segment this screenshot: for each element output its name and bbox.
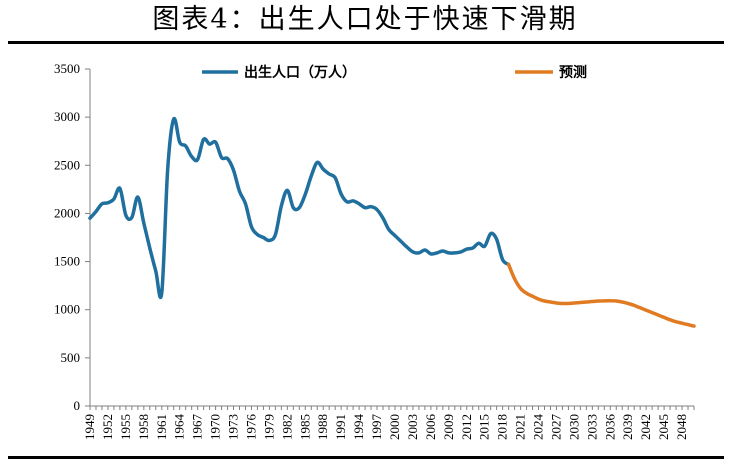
x-tick-label: 2039 xyxy=(620,414,635,440)
bottom-rule xyxy=(8,456,724,459)
series-line-forecast xyxy=(506,262,696,328)
y-tick-label: 1500 xyxy=(54,254,80,269)
x-tick-label: 1964 xyxy=(172,414,187,441)
legend: 出生人口（万人） 预测 xyxy=(202,64,587,81)
y-axis-ticks: 0 500 1000 1500 2000 2500 3000 3500 xyxy=(54,61,90,413)
x-tick-label: 2024 xyxy=(531,414,546,441)
legend-label: 预测 xyxy=(559,64,587,81)
x-tick-label: 1985 xyxy=(297,414,312,440)
y-tick-label: 500 xyxy=(61,350,81,365)
x-tick-label: 1973 xyxy=(226,414,241,440)
x-tick-label: 2030 xyxy=(566,414,581,440)
x-tick-label: 1976 xyxy=(243,414,258,441)
x-tick-label: 1994 xyxy=(351,414,366,441)
x-tick-label: 2048 xyxy=(674,414,689,440)
x-axis-ticks: 1949 1952 1955 1958 1961 1964 1967 1970 1973 1976… xyxy=(82,406,695,441)
x-tick-label: 1967 xyxy=(190,414,205,441)
chart-title: 图表4：出生人口处于快速下滑期 xyxy=(152,4,578,35)
x-tick-label: 2036 xyxy=(602,414,617,441)
x-tick-label: 2012 xyxy=(459,414,474,440)
x-tick-label: 2018 xyxy=(495,414,510,440)
x-tick-label: 1982 xyxy=(279,414,294,440)
x-tick-label: 1952 xyxy=(100,414,115,440)
x-tick-label: 2045 xyxy=(656,414,671,440)
y-tick-label: 3000 xyxy=(54,109,80,124)
y-tick-label: 0 xyxy=(74,398,81,413)
x-tick-label: 2009 xyxy=(441,414,456,440)
x-tick-label: 1988 xyxy=(315,414,330,440)
top-rule xyxy=(8,41,724,44)
x-tick-label: 1991 xyxy=(333,414,348,440)
x-tick-label: 1955 xyxy=(118,414,133,440)
x-tick-label: 1997 xyxy=(369,414,384,441)
legend-label: 出生人口（万人） xyxy=(244,64,356,81)
y-tick-label: 2000 xyxy=(54,205,80,220)
x-tick-label: 1958 xyxy=(136,414,151,440)
y-tick-label: 2500 xyxy=(54,157,80,172)
x-tick-label: 2006 xyxy=(423,414,438,441)
x-tick-label: 1970 xyxy=(208,414,223,440)
x-tick-label: 2033 xyxy=(584,414,599,440)
x-tick-label: 2042 xyxy=(638,414,653,440)
series-group xyxy=(88,116,696,328)
x-tick-label: 1961 xyxy=(154,414,169,440)
y-tick-label: 1000 xyxy=(54,302,80,317)
x-tick-label: 1979 xyxy=(261,414,276,440)
x-tick-label: 2003 xyxy=(405,414,420,440)
x-tick-label: 2000 xyxy=(387,414,402,440)
x-tick-label: 2015 xyxy=(477,414,492,440)
x-tick-label: 2021 xyxy=(513,414,528,440)
x-tick-label: 2027 xyxy=(548,414,563,441)
series-line-births xyxy=(88,116,511,300)
x-tick-label: 1949 xyxy=(82,414,97,440)
y-tick-label: 3500 xyxy=(54,61,80,76)
